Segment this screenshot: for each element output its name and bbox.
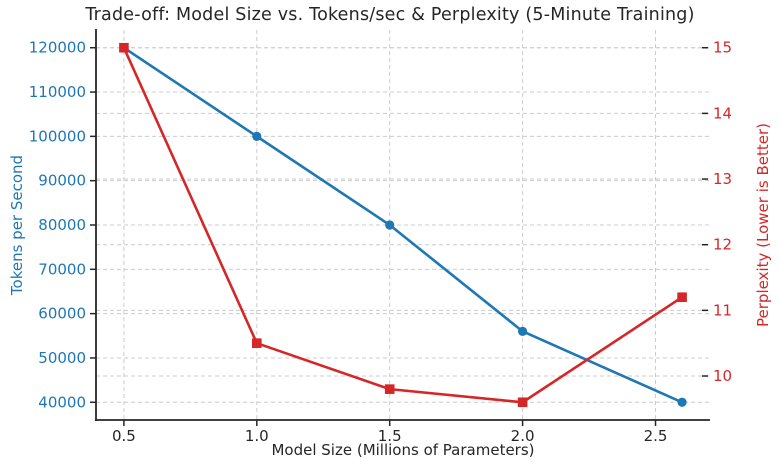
right-y-tick-label: 11 — [713, 301, 732, 319]
data-point-square — [517, 397, 528, 408]
left-y-tick-label: 70000 — [38, 260, 86, 278]
series-line-perplexity-lower-is-better — [122, 46, 684, 404]
data-point-circle — [677, 397, 687, 407]
data-point-circle — [252, 131, 262, 141]
data-point-square — [677, 292, 687, 303]
data-point-circle — [385, 220, 395, 230]
x-tick-label: 1.5 — [378, 427, 402, 445]
data-point-square — [252, 338, 262, 348]
right-y-tick-label: 13 — [713, 170, 732, 188]
x-tick-label: 2.0 — [511, 427, 535, 445]
right-y-axis-label: Perplexity (Lower is Better) — [754, 123, 772, 327]
x-axis-label: Model Size (Millions of Parameters) — [271, 441, 535, 459]
chart-title: Trade-off: Model Size vs. Tokens/sec & P… — [85, 5, 695, 25]
left-y-tick-label: 50000 — [38, 349, 86, 367]
left-y-tick-label: 80000 — [38, 216, 86, 234]
left-y-tick-label: 40000 — [38, 393, 86, 411]
x-tick-label: 1.0 — [245, 427, 269, 445]
left-y-tick-label: 120000 — [29, 39, 86, 57]
series-line-tokens-per-second — [122, 46, 684, 404]
x-tick-label: 0.5 — [112, 427, 136, 445]
left-y-tick-label: 110000 — [29, 83, 86, 101]
right-y-tick-label: 14 — [713, 104, 732, 122]
right-y-tick-label: 12 — [713, 236, 732, 254]
right-y-tick-label: 10 — [713, 367, 732, 385]
left-y-axis-label: Tokens per Second — [8, 154, 26, 296]
left-y-tick-label: 100000 — [29, 127, 86, 145]
data-point-square — [384, 384, 395, 394]
left-y-tick-label: 60000 — [38, 305, 86, 323]
right-y-tick-label: 15 — [713, 39, 732, 57]
x-tick-label: 2.5 — [644, 427, 668, 445]
data-point-square — [119, 42, 129, 53]
left-y-tick-label: 90000 — [38, 172, 86, 190]
data-point-circle — [518, 326, 528, 336]
